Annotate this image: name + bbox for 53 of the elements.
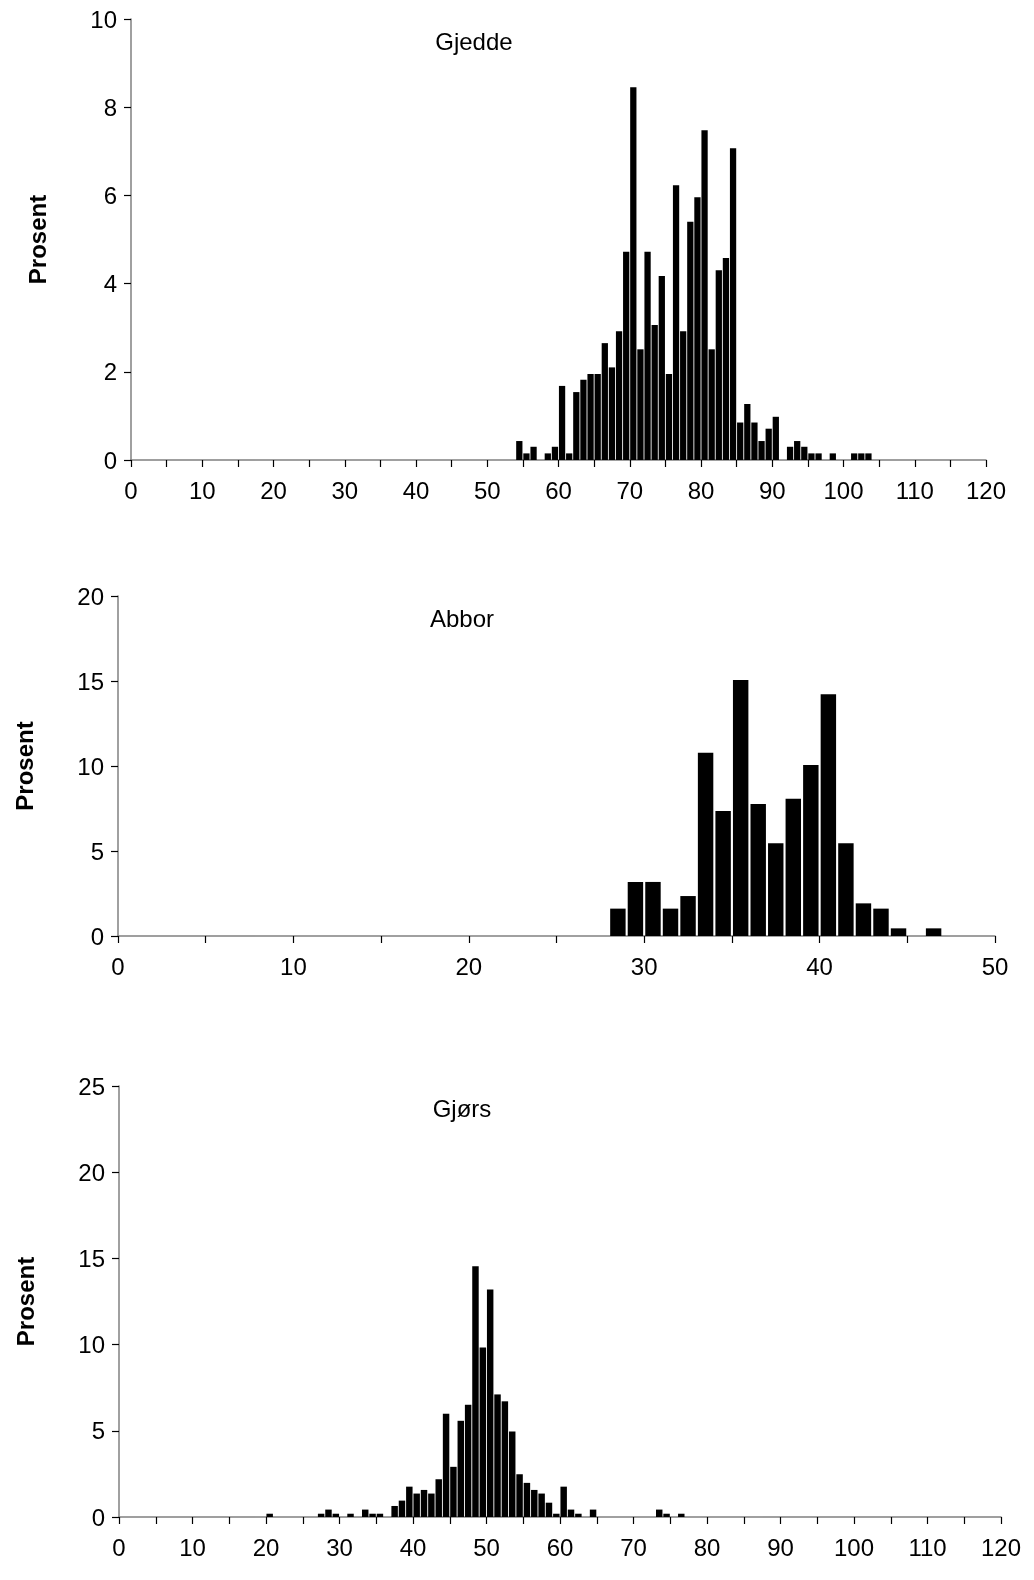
x-tick-label: 20 bbox=[260, 476, 287, 504]
x-tick-label: 60 bbox=[545, 476, 572, 504]
y-tick-label: 0 bbox=[90, 922, 104, 950]
x-tick-label: 10 bbox=[188, 476, 216, 504]
chart-title: Gjørs bbox=[432, 1094, 492, 1122]
x-tick-label: 20 bbox=[252, 1533, 280, 1561]
x-tick-label: 120 bbox=[965, 476, 1007, 504]
x-tick-label: 40 bbox=[402, 476, 430, 504]
y-tick-label: 2 bbox=[103, 358, 117, 386]
y-tick-label: 8 bbox=[103, 93, 117, 121]
y-tick-label: 25 bbox=[78, 1072, 105, 1100]
x-tick-label: 0 bbox=[124, 476, 138, 504]
y-tick-label: 15 bbox=[78, 1244, 105, 1272]
x-tick-label: 50 bbox=[473, 1533, 500, 1561]
y-tick-label: 10 bbox=[77, 752, 104, 780]
chart-title: Gjedde bbox=[435, 27, 513, 55]
y-axis-title: Prosent bbox=[23, 194, 51, 285]
y-tick-label: 6 bbox=[103, 181, 117, 209]
x-tick-label: 20 bbox=[455, 952, 483, 980]
x-tick-label: 50 bbox=[473, 476, 501, 504]
x-tick-label: 120 bbox=[980, 1533, 1022, 1561]
y-axis-title: Prosent bbox=[11, 1256, 39, 1347]
x-tick-label: 80 bbox=[693, 1533, 721, 1561]
y-tick-label: 0 bbox=[91, 1503, 105, 1531]
x-tick-label: 10 bbox=[280, 952, 307, 980]
x-tick-label: 80 bbox=[687, 476, 715, 504]
x-tick-label: 30 bbox=[326, 1533, 353, 1561]
x-tick-label: 30 bbox=[630, 952, 658, 980]
x-tick-label: 90 bbox=[767, 1533, 794, 1561]
x-tick-label: 70 bbox=[616, 476, 644, 504]
y-tick-label: 10 bbox=[78, 1331, 105, 1359]
y-tick-label: 5 bbox=[90, 837, 104, 865]
x-tick-label: 110 bbox=[895, 476, 934, 504]
y-tick-label: 5 bbox=[91, 1417, 105, 1445]
x-tick-label: 110 bbox=[908, 1533, 947, 1561]
x-tick-label: 70 bbox=[620, 1533, 647, 1561]
y-axis-title: Prosent bbox=[10, 721, 38, 811]
x-tick-label: 90 bbox=[758, 476, 786, 504]
x-tick-label: 100 bbox=[823, 476, 864, 504]
x-tick-label: 30 bbox=[331, 476, 359, 504]
y-tick-label: 10 bbox=[90, 5, 117, 33]
x-tick-label: 40 bbox=[806, 952, 833, 980]
y-tick-label: 15 bbox=[77, 667, 104, 695]
x-tick-label: 40 bbox=[399, 1533, 427, 1561]
x-tick-label: 100 bbox=[833, 1533, 875, 1561]
x-tick-label: 10 bbox=[179, 1533, 206, 1561]
x-tick-label: 60 bbox=[546, 1533, 574, 1561]
y-tick-label: 20 bbox=[78, 1158, 105, 1186]
chart-title: Abbor bbox=[429, 604, 494, 632]
x-tick-label: 50 bbox=[981, 952, 1009, 980]
y-tick-label: 4 bbox=[103, 270, 117, 298]
y-tick-label: 0 bbox=[103, 446, 117, 474]
y-tick-label: 20 bbox=[77, 582, 104, 610]
